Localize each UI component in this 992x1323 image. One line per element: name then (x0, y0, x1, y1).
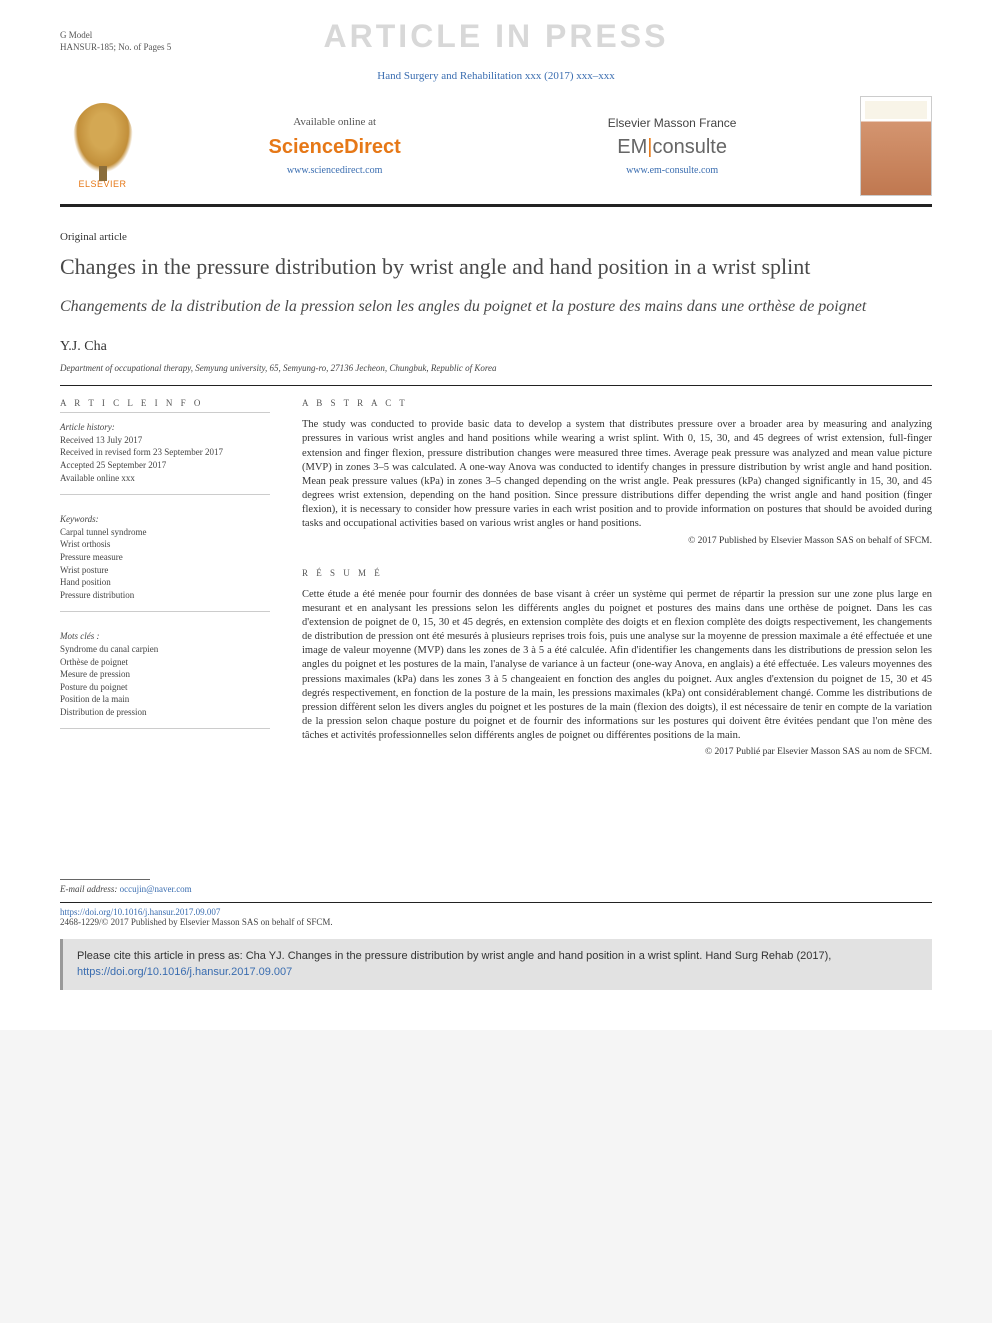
issn-copyright: 2468-1229/© 2017 Published by Elsevier M… (60, 917, 932, 927)
mot-cle: Mesure de pression (60, 668, 270, 681)
abstract-copyright: © 2017 Published by Elsevier Masson SAS … (302, 536, 932, 546)
sciencedirect-logo: ScienceDirect (268, 136, 400, 159)
em-logo-em: EM (617, 136, 647, 158)
citation-box: Please cite this article in press as: Ch… (60, 939, 932, 990)
elsevier-tree-icon (73, 103, 133, 173)
mot-cle: Distribution de pression (60, 706, 270, 719)
publisher-banner: ELSEVIER Available online at ScienceDire… (60, 96, 932, 207)
keywords-block: Keywords: Carpal tunnel syndrome Wrist o… (60, 513, 270, 612)
keywords-label: Keywords: (60, 513, 270, 526)
em-logo-consulte: consulte (652, 136, 727, 158)
footer-block: E-mail address: occujin@naver.com https:… (60, 879, 932, 990)
sciencedirect-block: Available online at ScienceDirect www.sc… (268, 116, 400, 176)
article-history-block: Article history: Received 13 July 2017 R… (60, 421, 270, 495)
article-type: Original article (60, 231, 932, 243)
keyword: Pressure distribution (60, 589, 270, 602)
em-title: Elsevier Masson France (608, 116, 737, 130)
email-link[interactable]: occujin@naver.com (120, 884, 192, 894)
resume-body: Cette étude a été menée pour fournir des… (302, 588, 932, 744)
abstract-column: A B S T R A C T The study was conducted … (302, 398, 932, 779)
emconsulte-url[interactable]: www.em-consulte.com (608, 165, 737, 176)
footer-rule (60, 879, 150, 880)
accepted-date: Accepted 25 September 2017 (60, 459, 270, 472)
mot-cle: Syndrome du canal carpien (60, 643, 270, 656)
citation-text: Please cite this article in press as: Ch… (77, 950, 831, 962)
author-affiliation: Department of occupational therapy, Semy… (60, 363, 932, 373)
journal-cover-thumbnail (860, 96, 932, 196)
email-label: E-mail address: (60, 884, 117, 894)
mot-cle: Posture du poignet (60, 681, 270, 694)
mot-cle: Position de la main (60, 693, 270, 706)
sciencedirect-url[interactable]: www.sciencedirect.com (268, 165, 400, 176)
abstract-body: The study was conducted to provide basic… (302, 418, 932, 531)
mots-cles-label: Mots clés : (60, 630, 270, 643)
keyword: Carpal tunnel syndrome (60, 526, 270, 539)
abstract-heading: A B S T R A C T (302, 398, 932, 408)
doi-rule (60, 902, 932, 903)
two-column-layout: A R T I C L E I N F O Article history: R… (60, 398, 932, 779)
article-info-heading: A R T I C L E I N F O (60, 398, 270, 413)
resume-copyright: © 2017 Publié par Elsevier Masson SAS au… (302, 747, 932, 757)
author-name: Y.J. Cha (60, 339, 932, 355)
keyword: Pressure measure (60, 551, 270, 564)
received-date: Received 13 July 2017 (60, 434, 270, 447)
article-title-english: Changes in the pressure distribution by … (60, 253, 932, 282)
article-info-column: A R T I C L E I N F O Article history: R… (60, 398, 270, 779)
elsevier-logo-block: ELSEVIER (60, 96, 145, 196)
history-label: Article history: (60, 421, 270, 434)
article-title-french: Changements de la distribution de la pre… (60, 296, 932, 318)
emconsulte-logo: EM|consulte (608, 136, 737, 159)
mot-cle: Orthèse de poignet (60, 656, 270, 669)
doi-link[interactable]: https://doi.org/10.1016/j.hansur.2017.09… (60, 907, 932, 917)
sd-available-label: Available online at (268, 116, 400, 128)
banner-middle: Available online at ScienceDirect www.sc… (145, 116, 860, 176)
divider (60, 385, 932, 386)
journal-reference: Hand Surgery and Rehabilitation xxx (201… (60, 70, 932, 82)
keyword: Wrist orthosis (60, 538, 270, 551)
keyword: Wrist posture (60, 564, 270, 577)
emconsulte-block: Elsevier Masson France EM|consulte www.e… (608, 116, 737, 176)
resume-heading: R É S U M É (302, 568, 932, 578)
keyword: Hand position (60, 576, 270, 589)
article-page: ARTICLE IN PRESS G Model HANSUR-185; No.… (0, 0, 992, 1030)
online-date: Available online xxx (60, 472, 270, 485)
citation-doi-link[interactable]: https://doi.org/10.1016/j.hansur.2017.09… (77, 966, 292, 978)
watermark: ARTICLE IN PRESS (324, 18, 669, 55)
mots-cles-block: Mots clés : Syndrome du canal carpien Or… (60, 630, 270, 729)
revised-date: Received in revised form 23 September 20… (60, 446, 270, 459)
